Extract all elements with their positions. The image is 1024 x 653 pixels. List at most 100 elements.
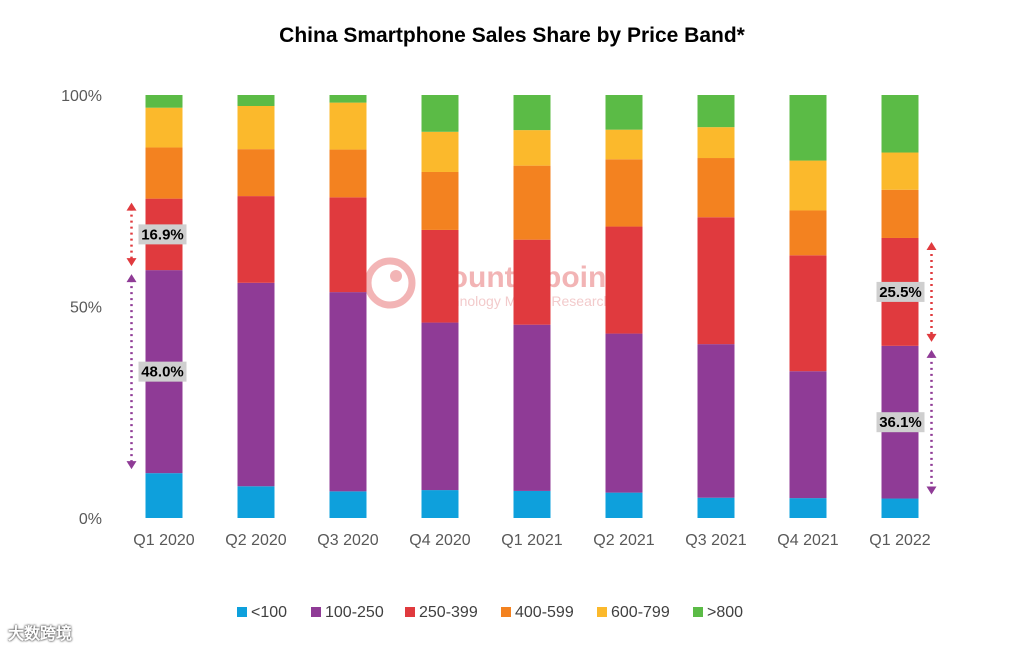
- data-label-box: [138, 224, 187, 245]
- bar-segment: [237, 105, 275, 150]
- legend-label: <100: [251, 604, 287, 621]
- arrow-down-icon: [926, 333, 937, 342]
- arrow-up-icon: [126, 274, 137, 283]
- bar-segment: [697, 497, 735, 518]
- data-label-box: [876, 412, 925, 433]
- bar-segment: [145, 95, 183, 108]
- bar-segment: [421, 131, 459, 172]
- data-label-box: [138, 361, 187, 382]
- counterpoint-watermark: Counterpoint Technology Market Research: [364, 257, 616, 309]
- legend-label: 250-399: [419, 604, 478, 621]
- y-axis: 0% 50% 100%: [61, 88, 102, 528]
- bar-segment: [789, 371, 827, 499]
- legend-swatch: [237, 607, 247, 617]
- legend-label: 100-250: [325, 604, 384, 621]
- bar-segment: [697, 344, 735, 498]
- legend-swatch: [693, 607, 703, 617]
- arrow-down-icon: [926, 486, 937, 495]
- legend-swatch: [597, 607, 607, 617]
- bar-segment: [605, 492, 643, 518]
- arrow-up-icon: [926, 349, 937, 358]
- bar-segment: [697, 95, 735, 128]
- bar-segment: [513, 324, 551, 491]
- bar-segment: [329, 197, 367, 293]
- chart-title: China Smartphone Sales Share by Price Ba…: [279, 24, 745, 47]
- y-tick-label: 0%: [79, 511, 102, 528]
- bar-segment: [789, 498, 827, 518]
- bar-segment: [697, 217, 735, 345]
- x-tick-label: Q1 2022: [869, 532, 930, 549]
- arrow-up-icon: [126, 202, 137, 211]
- bar-segment: [329, 491, 367, 518]
- y-tick-label: 50%: [70, 300, 102, 317]
- x-tick-label: Q1 2021: [501, 532, 562, 549]
- bar-segment: [789, 255, 827, 372]
- bar-segment: [421, 95, 459, 132]
- legend-label: 400-599: [515, 604, 574, 621]
- bar-segment: [329, 95, 367, 103]
- x-tick-label: Q2 2021: [593, 532, 654, 549]
- data-label: 48.0%: [141, 364, 184, 381]
- bar-segment: [605, 95, 643, 130]
- bar-segment: [421, 490, 459, 518]
- bar-segment: [881, 95, 919, 153]
- x-tick-label: Q3 2021: [685, 532, 746, 549]
- data-label: 25.5%: [879, 284, 922, 301]
- annotations: 16.9% 48.0% 25.5% 36.1%: [126, 202, 937, 495]
- bar-segment: [789, 160, 827, 211]
- y-tick-label: 100%: [61, 88, 102, 105]
- bar-segment: [605, 129, 643, 160]
- x-tick-label: Q1 2020: [133, 532, 194, 549]
- x-tick-label: Q2 2020: [225, 532, 286, 549]
- bar-segment: [697, 158, 735, 218]
- data-label: 16.9%: [141, 226, 184, 243]
- x-axis: Q1 2020 Q2 2020 Q3 2020 Q4 2020 Q1 2021 Q2 20…: [133, 532, 930, 549]
- bar-segment: [237, 95, 275, 106]
- bar-segment: [697, 127, 735, 159]
- bar-segment: [881, 152, 919, 190]
- x-tick-label: Q3 2020: [317, 532, 378, 549]
- bar-segment: [421, 171, 459, 230]
- bar-segment: [145, 473, 183, 518]
- legend-swatch: [311, 607, 321, 617]
- bar-segment: [605, 333, 643, 493]
- arrow-down-icon: [126, 258, 137, 267]
- bar-segment: [237, 149, 275, 197]
- bar-segment: [237, 486, 275, 518]
- watermark-logo-icon: [364, 257, 416, 309]
- bar-segment: [789, 210, 827, 256]
- legend-label: >800: [707, 604, 743, 621]
- x-tick-label: Q4 2021: [777, 532, 838, 549]
- bar-segment: [513, 95, 551, 131]
- bar-segment: [789, 95, 827, 161]
- bar-segment: [513, 165, 551, 240]
- bar-segment: [513, 239, 551, 325]
- bar-segment: [237, 196, 275, 283]
- bar-segment: [513, 130, 551, 166]
- legend: <100 100-250 250-399 400-599 600-799 >800: [237, 604, 743, 621]
- bar-segment: [881, 498, 919, 518]
- bar-segment: [421, 229, 459, 323]
- bar-segment: [329, 102, 367, 150]
- bar-segment: [605, 159, 643, 227]
- bar-segment: [329, 292, 367, 492]
- corner-logo: 大数跨境: [8, 624, 73, 643]
- bars: [145, 95, 919, 518]
- data-label-box: [876, 281, 925, 302]
- data-label: 36.1%: [879, 414, 922, 431]
- legend-swatch: [405, 607, 415, 617]
- bar-segment: [145, 107, 183, 148]
- bar-segment: [881, 189, 919, 238]
- bar-segment: [513, 490, 551, 518]
- bar-segment: [145, 147, 183, 199]
- legend-label: 600-799: [611, 604, 670, 621]
- bar-segment: [421, 322, 459, 491]
- bar-segment: [329, 149, 367, 198]
- legend-swatch: [501, 607, 511, 617]
- arrow-up-icon: [926, 241, 937, 250]
- bar-segment: [605, 226, 643, 334]
- x-tick-label: Q4 2020: [409, 532, 470, 549]
- arrow-down-icon: [126, 461, 137, 470]
- bar-segment: [237, 282, 275, 487]
